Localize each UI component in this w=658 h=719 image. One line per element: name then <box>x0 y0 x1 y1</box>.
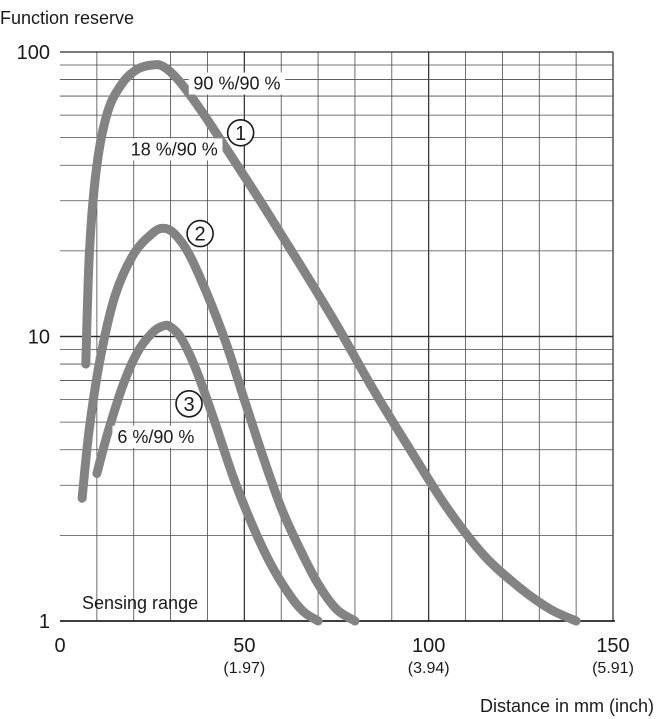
y-axis-title: Function reserve <box>0 8 134 28</box>
series-marker-circle <box>226 118 255 147</box>
y-tick-label: 10 <box>28 327 50 349</box>
series-marker-circle <box>186 219 214 248</box>
annotations: 90 %/90 % 1 18 %/90 % 2 6 %/90 % 3 <box>112 72 286 448</box>
series-marker-number: 3 <box>183 394 194 416</box>
y-tick-label: 1 <box>39 611 50 633</box>
axes: 1 10 100 0 50 (1.97) 100 (3.94) 150 (5.91) <box>17 42 634 677</box>
curve-6-90 <box>92 320 323 626</box>
x-tick-label: 150 <box>596 635 629 657</box>
series-label: 90 %/90 % <box>193 74 280 94</box>
x-tick-sublabel: (5.91) <box>592 660 634 677</box>
series-marker-number: 2 <box>195 224 206 246</box>
series-label: 18 %/90 % <box>131 139 218 159</box>
y-tick-label: 100 <box>17 42 50 64</box>
series-label: 6 %/90 % <box>117 427 194 447</box>
x-tick-sublabel: (3.94) <box>408 660 450 677</box>
series-label-background <box>126 138 223 161</box>
grid <box>60 51 614 622</box>
curve-90-90 <box>81 60 581 626</box>
x-tick-label: 50 <box>233 635 255 657</box>
series-label-background <box>188 72 286 95</box>
series-marker-number: 1 <box>235 123 246 145</box>
curves <box>77 60 581 626</box>
series-marker-circle <box>175 390 203 418</box>
x-tick-sublabel: (1.97) <box>223 660 265 677</box>
sensing-range-label: Sensing range <box>82 593 198 613</box>
x-tick-label: 100 <box>412 635 445 657</box>
x-axis-title: Distance in mm (inch) <box>480 696 654 716</box>
series-label-background <box>112 425 200 448</box>
x-tick-label: 0 <box>54 635 65 657</box>
curve-18-90 <box>77 223 360 626</box>
